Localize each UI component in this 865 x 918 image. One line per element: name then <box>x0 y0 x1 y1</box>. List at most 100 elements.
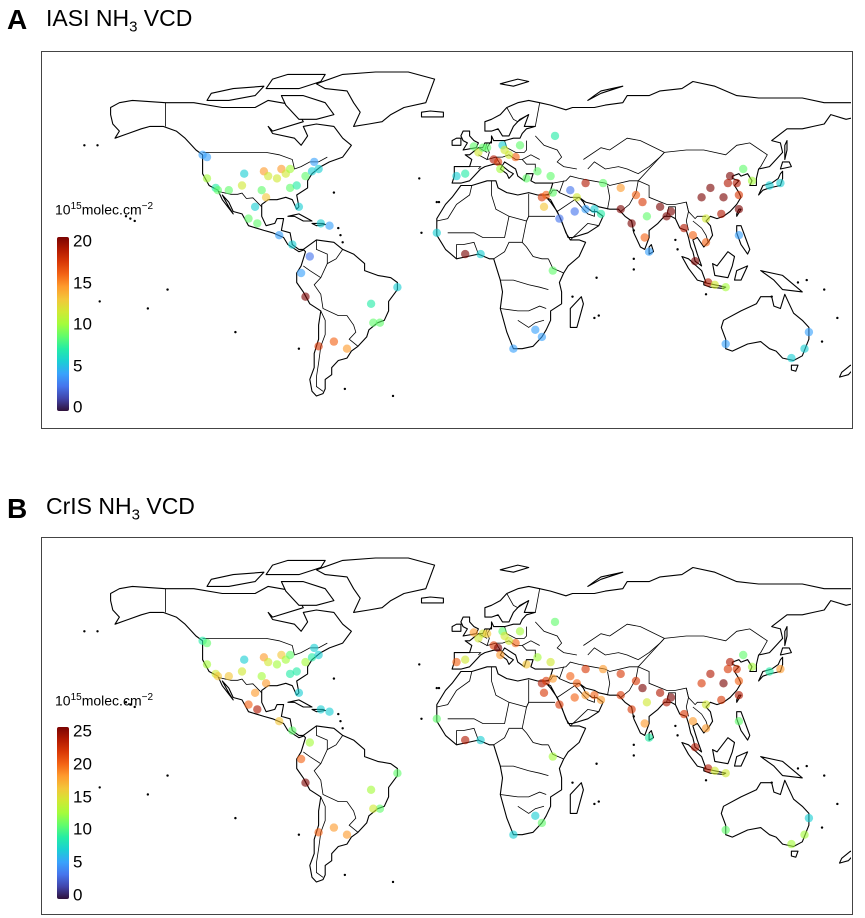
island-mark <box>420 717 423 721</box>
site-marker <box>250 688 260 697</box>
landmass-outline <box>315 557 436 613</box>
site-marker <box>452 171 461 181</box>
island-mark <box>339 719 342 723</box>
country-border <box>521 701 555 729</box>
site-marker <box>294 202 304 211</box>
colorbar-tick-label: 0 <box>73 397 83 417</box>
island-mark <box>595 762 598 765</box>
site-marker <box>732 664 741 674</box>
site-marker <box>598 178 608 188</box>
island-mark <box>83 144 86 147</box>
island-mark <box>674 238 677 242</box>
site-marker <box>539 202 549 211</box>
site-marker <box>717 209 726 219</box>
site-marker <box>688 717 698 726</box>
country-border <box>506 107 529 123</box>
site-marker <box>469 142 478 151</box>
site-marker <box>581 205 590 214</box>
country-border <box>500 279 549 290</box>
site-marker <box>721 769 730 778</box>
island-mark <box>597 800 600 803</box>
site-marker <box>224 186 233 195</box>
site-marker <box>310 157 319 167</box>
site-marker <box>644 247 654 256</box>
site-marker <box>253 705 262 714</box>
country-border <box>570 222 599 241</box>
site-marker <box>644 733 654 742</box>
landmass-outline <box>287 213 313 222</box>
site-marker <box>710 766 719 775</box>
site-marker <box>285 669 295 679</box>
site-marker <box>717 695 726 705</box>
site-marker <box>739 164 748 174</box>
island-mark <box>343 387 347 391</box>
site-marker <box>679 709 689 719</box>
country-border <box>303 265 322 279</box>
site-marker <box>550 617 560 627</box>
island-mark <box>796 767 800 770</box>
panel-a-colorbar <box>57 237 69 411</box>
site-marker <box>314 828 323 837</box>
site-marker <box>734 205 744 214</box>
country-border <box>583 623 665 646</box>
site-marker <box>679 223 689 233</box>
site-marker <box>314 650 323 660</box>
site-marker <box>655 688 665 697</box>
site-marker <box>496 164 505 174</box>
country-border <box>447 702 510 724</box>
landmass-outline <box>420 110 444 118</box>
site-marker <box>550 131 560 141</box>
island-mark <box>805 764 808 768</box>
site-marker <box>723 178 733 188</box>
site-marker <box>572 679 582 688</box>
site-marker <box>261 679 271 688</box>
country-border <box>620 180 639 212</box>
site-marker <box>548 266 557 275</box>
landmass-outline <box>265 559 326 576</box>
island-mark <box>418 177 421 180</box>
site-marker <box>581 691 590 700</box>
landmass-outline <box>315 71 436 127</box>
country-border <box>638 666 706 706</box>
site-marker <box>292 667 301 676</box>
site-marker <box>213 186 223 195</box>
site-marker <box>616 669 625 679</box>
site-marker <box>642 212 652 221</box>
site-marker <box>244 214 253 223</box>
island-mark <box>341 727 344 730</box>
site-marker <box>719 193 728 202</box>
site-marker <box>701 700 711 709</box>
island-mark <box>391 394 395 398</box>
site-marker <box>253 219 262 228</box>
site-marker <box>598 664 608 674</box>
site-marker <box>342 344 352 353</box>
site-marker <box>642 698 652 707</box>
island-mark <box>632 257 635 261</box>
colorbar-tick-label: 10 <box>73 314 92 334</box>
landmass-outline <box>733 751 749 767</box>
landmass-outline <box>265 73 326 90</box>
island-mark <box>597 314 600 317</box>
site-marker <box>537 332 547 342</box>
colorbar-tick-label: 15 <box>73 273 92 292</box>
site-marker <box>202 638 212 648</box>
site-marker <box>393 283 402 292</box>
site-marker <box>202 174 212 183</box>
island-mark <box>124 215 128 218</box>
landmass-outline <box>784 626 788 647</box>
site-marker <box>638 197 647 207</box>
world-map-svg <box>83 71 851 398</box>
site-marker <box>482 629 492 638</box>
island-mark <box>234 330 237 334</box>
site-marker <box>288 726 297 735</box>
site-marker <box>307 167 317 176</box>
site-marker <box>275 717 284 726</box>
landmass-outline <box>720 779 810 848</box>
island-mark <box>341 241 344 244</box>
site-marker <box>616 183 625 193</box>
landmass-outline <box>499 78 530 87</box>
site-marker <box>710 280 719 289</box>
country-border <box>500 791 547 798</box>
site-marker <box>787 353 796 363</box>
island-mark <box>297 833 301 836</box>
